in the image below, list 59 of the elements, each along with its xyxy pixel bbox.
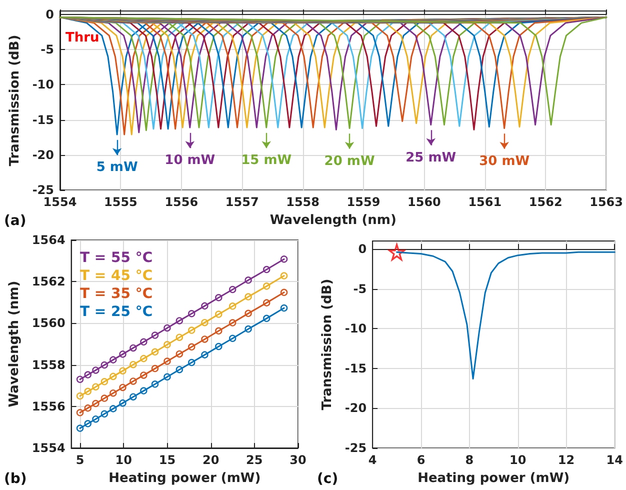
x-axis-title: Heating power (mW) bbox=[108, 471, 261, 486]
y-tick-label: -5 bbox=[40, 42, 54, 57]
x-tick-label: 30 bbox=[290, 453, 306, 467]
text: T = 55 °C bbox=[80, 250, 153, 266]
annotation: 20 mW bbox=[324, 154, 375, 169]
text: (a) bbox=[4, 213, 26, 229]
x-tick-label: 1560 bbox=[407, 195, 441, 209]
annotation: 15 mW bbox=[241, 153, 292, 168]
annotation: Thru bbox=[66, 30, 100, 46]
y-tick-label: -25 bbox=[32, 183, 54, 197]
y-axis-title: Transmission (dB) bbox=[7, 34, 22, 166]
x-tick-label: 1556 bbox=[164, 195, 198, 209]
y-tick-label: 1560 bbox=[32, 316, 66, 330]
y-tick-label: 1558 bbox=[32, 358, 66, 372]
x-tick-label: 1557 bbox=[225, 195, 259, 209]
y-tick-label: 1562 bbox=[32, 274, 66, 289]
x-tick-label: 1563 bbox=[590, 195, 624, 209]
y-axis-title: Transmission (dB) bbox=[320, 278, 335, 410]
annotation: 25 mW bbox=[406, 150, 456, 166]
y-axis-title: Wavelength (nm) bbox=[7, 280, 22, 408]
x-tick-label: 8 bbox=[465, 453, 474, 467]
x-tick-label: 1561 bbox=[468, 195, 502, 209]
y-tick-label: 1554 bbox=[32, 441, 66, 455]
annotation: 10 mW bbox=[164, 153, 216, 168]
x-tick-label: 15 bbox=[158, 453, 176, 467]
x-tick-label: 6 bbox=[416, 453, 426, 467]
text: (b) bbox=[4, 471, 27, 487]
text: T = 25 °C bbox=[80, 304, 153, 320]
x-tick-label: 4 bbox=[368, 453, 377, 467]
x-tick-label: 10 bbox=[115, 453, 132, 467]
x-axis-title: Wavelength (nm) bbox=[270, 213, 396, 228]
y-tick-label: 1564 bbox=[32, 233, 66, 247]
annotation: 30 mW bbox=[479, 154, 530, 169]
text: T = 45 °C bbox=[80, 268, 153, 284]
x-axis-title: Heating power (mW) bbox=[418, 471, 570, 486]
y-tick-label: -10 bbox=[32, 78, 54, 92]
x-tick-label: 1558 bbox=[286, 195, 320, 209]
x-tick-label: 25 bbox=[246, 453, 263, 467]
x-tick-label: 1559 bbox=[346, 195, 380, 209]
y-tick-label: 0 bbox=[358, 242, 367, 256]
y-tick-label: -10 bbox=[344, 322, 367, 336]
y-tick-label: 0 bbox=[46, 8, 54, 22]
x-tick-label: 1562 bbox=[528, 195, 562, 209]
x-tick-label: 5 bbox=[76, 453, 84, 467]
y-tick-label: -15 bbox=[32, 112, 54, 127]
y-tick-label: 1556 bbox=[32, 399, 66, 414]
annotation: 5 mW bbox=[96, 160, 138, 176]
text: T = 35 °C bbox=[80, 286, 153, 302]
y-tick-label: -25 bbox=[344, 441, 367, 455]
text: (c) bbox=[317, 471, 338, 487]
x-tick-label: 14 bbox=[606, 453, 623, 467]
y-tick-label: -5 bbox=[353, 282, 367, 296]
y-tick-label: -15 bbox=[344, 361, 367, 376]
x-tick-label: 12 bbox=[558, 453, 575, 467]
y-tick-label: -20 bbox=[32, 148, 54, 162]
x-tick-label: 1555 bbox=[104, 195, 138, 209]
x-tick-label: 10 bbox=[509, 453, 526, 467]
x-tick-label: 20 bbox=[202, 453, 220, 467]
y-tick-label: -20 bbox=[344, 401, 367, 416]
